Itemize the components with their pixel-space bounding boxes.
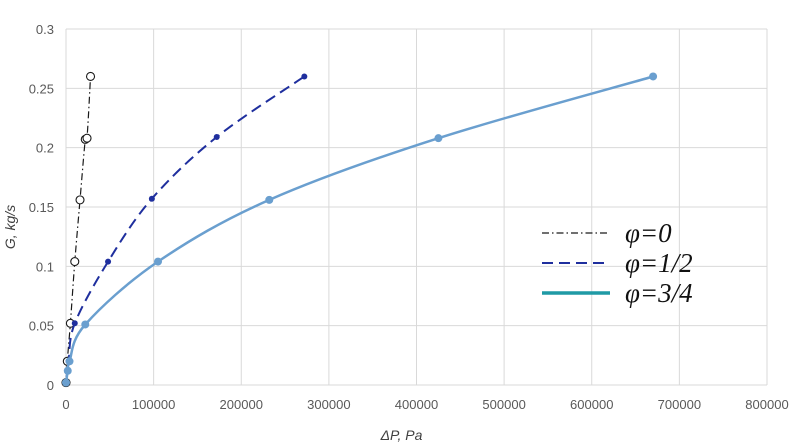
data-point bbox=[85, 71, 96, 82]
tick-labels: 0 100000 200000 300000 400000 500000 600000 700… bbox=[29, 22, 789, 412]
x-tick-label: 800000 bbox=[745, 397, 788, 412]
y-tick-label: 0.2 bbox=[36, 141, 54, 156]
data-point bbox=[81, 320, 90, 329]
data-point bbox=[63, 366, 72, 375]
data-point bbox=[213, 133, 220, 140]
y-tick-label: 0.3 bbox=[36, 22, 54, 37]
legend-label: φ=3/4 bbox=[625, 278, 693, 308]
y-tick-label: 0.25 bbox=[29, 81, 54, 96]
series-layer bbox=[61, 71, 658, 388]
data-point bbox=[148, 195, 155, 202]
x-tick-label: 500000 bbox=[482, 397, 525, 412]
gridlines bbox=[65, 28, 768, 386]
data-point bbox=[82, 133, 92, 143]
data-point bbox=[62, 378, 70, 387]
data-point bbox=[71, 320, 78, 327]
data-point bbox=[65, 357, 74, 366]
x-tick-label: 700000 bbox=[658, 397, 701, 412]
y-tick-label: 0 bbox=[47, 378, 54, 393]
x-tick-label: 400000 bbox=[395, 397, 438, 412]
data-point bbox=[434, 134, 443, 143]
x-tick-label: 600000 bbox=[570, 397, 613, 412]
y-tick-label: 0.05 bbox=[29, 319, 54, 334]
data-point bbox=[105, 258, 112, 265]
x-tick-label: 200000 bbox=[220, 397, 263, 412]
y-tick-label: 0.1 bbox=[36, 259, 54, 274]
x-tick-label: 0 bbox=[62, 397, 69, 412]
data-point bbox=[70, 257, 80, 267]
legend: φ=0φ=1/2φ=3/4 bbox=[542, 218, 693, 308]
legend-label: φ=0 bbox=[625, 218, 672, 248]
x-tick-label: 100000 bbox=[132, 397, 175, 412]
data-point bbox=[265, 195, 274, 204]
data-point bbox=[154, 257, 163, 266]
data-point bbox=[649, 72, 658, 81]
y-axis-title: G, kg/s bbox=[2, 205, 18, 249]
data-point bbox=[301, 73, 308, 80]
x-tick-label: 300000 bbox=[307, 397, 350, 412]
legend-label: φ=1/2 bbox=[625, 248, 693, 278]
x-axis-title: ΔP, Pa bbox=[380, 427, 423, 443]
data-point bbox=[75, 195, 85, 205]
y-tick-label: 0.15 bbox=[29, 200, 54, 215]
